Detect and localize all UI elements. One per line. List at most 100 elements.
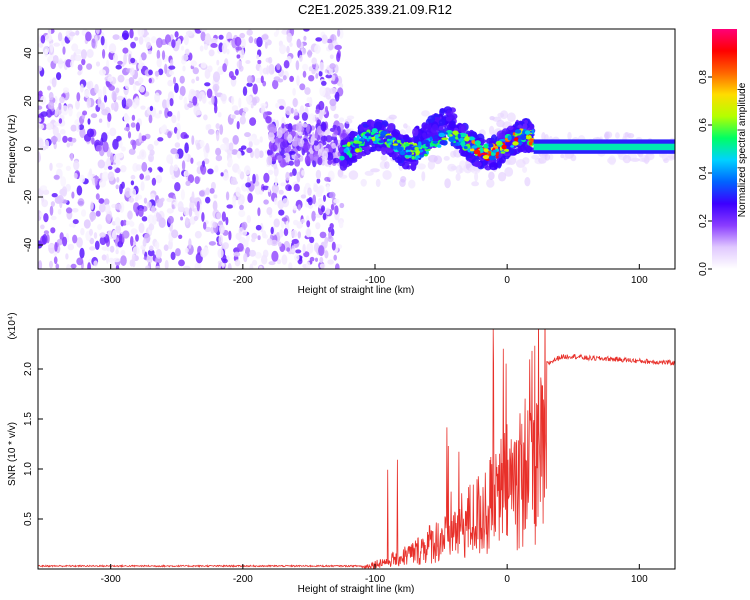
spectrogram-cell [215,155,223,162]
spectrogram-cell [218,234,223,246]
spectrogram-cell [217,248,224,259]
x-tick-label: -100 [365,275,385,286]
spectrogram-cell [89,237,95,245]
spectrogram-cell [50,201,56,207]
spectrogram-cell [333,113,339,119]
spectrogram-x-ticks: -300 -200 -100 0 100 [101,264,648,286]
spectrogram-cell [183,134,189,139]
spectrogram-cell [135,234,139,242]
spectrogram-cell [337,29,341,37]
spectrogram-cell [349,130,356,140]
spectrogram-cell [112,138,119,150]
spectrogram-cell [221,42,228,54]
spectrogram-cell [325,105,328,113]
spectrogram-cell [136,155,142,160]
spectrogram-cell [311,57,318,65]
spectrogram-cell [81,58,86,66]
spectrogram-cell [184,142,189,154]
spectrogram-cell [457,133,461,139]
spectrogram-cell [241,229,248,236]
spectrogram-cell [86,81,92,89]
spectrogram-cell [147,50,152,55]
spectrogram-cell [175,153,179,160]
spectrogram-cell [501,144,507,150]
spectrogram-cell [176,129,181,140]
spectrogram-cell [288,150,296,155]
spectrogram-cell [65,253,69,260]
spectrogram-cell [406,151,412,156]
spectrogram-cell [473,149,481,155]
spectrogram-cell [106,246,111,252]
spectrogram-cell [61,105,69,116]
spectrogram-cell [145,174,151,181]
spectrogram-cell [663,158,669,164]
spectrogram-cell [129,67,135,76]
spectrogram-cell [240,145,247,150]
spectrogram-cell [336,52,341,63]
spectrogram-cell [488,155,496,161]
spectrogram-cell [196,110,202,115]
spectrogram-cell [526,144,531,152]
spectrogram-cell [245,182,252,188]
spectrogram-cell [340,132,348,139]
spectrogram-cell [210,37,218,44]
spectrogram-cell [288,160,294,166]
spectrogram-cell [236,150,242,159]
spectrogram-cell [335,263,340,269]
spectrogram-cell [148,77,152,84]
spectrogram-cell [53,121,61,127]
spectrogram-cell [325,135,333,143]
spectrogram-cell [488,143,494,148]
spectrogram-cell [56,72,62,81]
spectrogram-cell [295,123,303,133]
spectrogram-cell [401,162,410,170]
spectrogram-cell [234,259,241,267]
spectrogram-cell [273,218,280,228]
spectrogram-cell [231,95,235,105]
spectrogram-cell [313,140,319,146]
spectrogram-cell [49,205,54,216]
spectrogram-cell [311,63,317,69]
spectrogram-cell [95,193,100,200]
spectrogram-cell [338,220,344,229]
spectrogram-cell [419,154,424,158]
spectrogram-cell [113,53,118,63]
spectrogram-cell [374,140,378,144]
spectrogram-cell [112,257,121,263]
spectrogram-cell [288,262,293,269]
spectrogram-cell [489,162,498,171]
spectrogram-cell [185,30,194,37]
spectrogram-cell [65,207,73,214]
spectrogram-cell [333,254,338,261]
spectrogram-cell [75,30,80,36]
spectrogram-cell [432,140,439,144]
spectrogram-cell [306,97,311,103]
spectrogram-cell [38,117,42,123]
spectrogram-cell [324,176,331,182]
spectrogram-cell [235,46,243,51]
spectrogram-cell [350,141,353,145]
x-tick-label: 0 [504,574,510,585]
spectrogram-cell [71,208,79,213]
spectrogram-cell [323,194,326,202]
spectrogram-cell [53,256,58,265]
spectrogram-cell [427,160,436,170]
spectrogram-cell [444,178,451,189]
spectrogram-cell [289,75,294,82]
spectrogram-cell [265,115,272,124]
colorbar-tick-label: 0.6 [698,118,709,132]
spectrogram-cell [180,189,185,201]
spectrogram-cell [271,184,279,194]
spectrogram-cell [461,150,470,157]
spectrogram-cell [146,255,153,264]
spectrogram-cell [291,229,298,238]
spectrogram-cell [140,105,146,110]
spectrogram-cell [194,207,198,216]
spectrogram-cell [140,181,145,192]
spectrogram-cell [62,236,68,247]
spectrogram-cell [76,237,83,248]
spectrogram-cell [166,197,173,203]
spectrogram-cell [374,134,379,139]
spectrogram-cell [196,201,200,212]
spectrogram-cell [303,186,307,197]
